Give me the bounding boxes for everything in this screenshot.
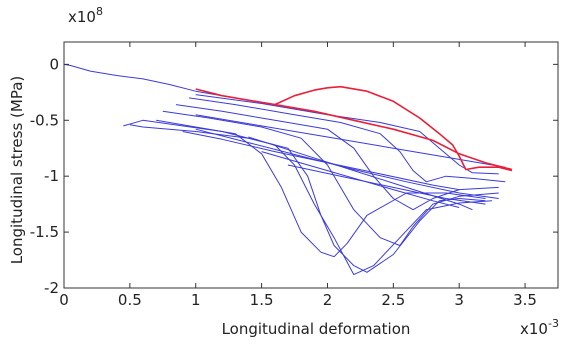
- ticks-layer: 0 0.5 1 1.5 2 2.5 3 3.5 0 -0.5 -1 -1.5 -2: [30, 42, 558, 309]
- x-tick-label: 2: [323, 291, 333, 309]
- x-tick-label: 1: [191, 291, 201, 309]
- series-layer: [63, 63, 513, 276]
- plot-area-border: [63, 41, 559, 289]
- series-line-7: [189, 97, 506, 183]
- y-tick-label: 0: [49, 55, 59, 73]
- x-tick-label: 0: [59, 291, 69, 309]
- x-tick-label: 0.5: [118, 291, 142, 309]
- y-axis-label: Longitudinal stress (MPa): [8, 76, 26, 265]
- y-tick-label: -2: [44, 279, 59, 297]
- series-line-10: [195, 128, 499, 199]
- y-tick-label: -0.5: [30, 111, 59, 129]
- series-line-5: [162, 110, 499, 246]
- series-line-1: [63, 63, 223, 97]
- series-line-15: [195, 88, 513, 171]
- series-line-13: [287, 164, 486, 205]
- x-tick-label: 3.5: [513, 291, 537, 309]
- y-multiplier: x108: [68, 5, 103, 26]
- series-line-11: [248, 136, 473, 211]
- x-tick-label: 2.5: [381, 291, 405, 309]
- x-multiplier: x10-3: [520, 317, 559, 338]
- axes-frame: [63, 41, 559, 289]
- series-line-16: [274, 85, 513, 172]
- x-axis-label: Longitudinal deformation: [222, 320, 411, 338]
- series-line-14: [195, 114, 506, 168]
- series-line-12: [261, 151, 460, 208]
- x-tick-label: 1.5: [250, 291, 274, 309]
- y-tick-label: -1: [44, 167, 59, 185]
- x-tick-label: 3: [454, 291, 464, 309]
- y-tick-label: -1.5: [30, 223, 59, 241]
- series-line-8: [195, 94, 499, 175]
- series-line-6: [175, 104, 499, 211]
